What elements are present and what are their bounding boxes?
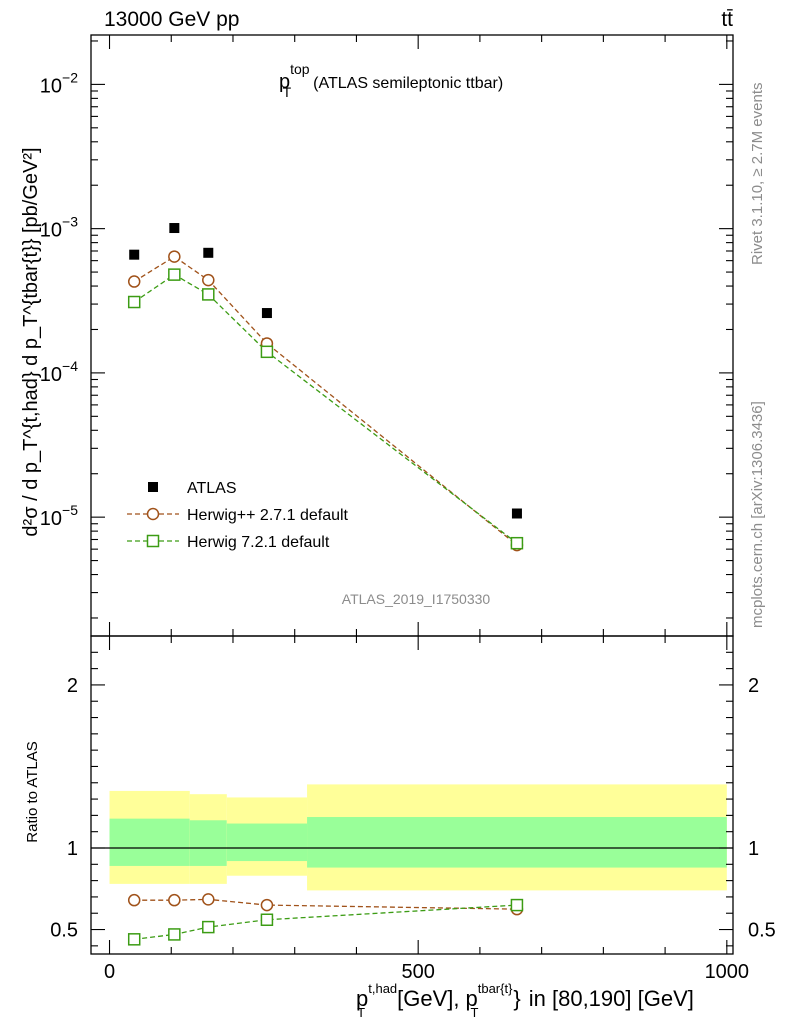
main-point-herwig-2-7-1-default-0 — [127, 275, 141, 288]
title-rest: (ATLAS semileptonic ttbar) — [313, 75, 503, 92]
ratio-uncertainty-bands — [109, 784, 727, 891]
ratio-line-herwig-2-7-1-default — [134, 898, 517, 910]
ratio-ytick-label-left-0: 0.5 — [50, 920, 78, 942]
ratio-ytick-label-right-2: 2 — [748, 675, 759, 697]
x-label-suffix: in [80,190] [GeV] — [529, 986, 694, 1011]
ratio-ytick-label-right-0: 0.5 — [748, 920, 776, 942]
main-point-herwig-7-2-1-default-1 — [168, 268, 181, 281]
x-label-p1: p — [356, 986, 368, 1011]
ratio-point-herwig-7-2-1-default-0 — [127, 933, 141, 946]
main-series-markers — [127, 223, 524, 552]
ratio-point-herwig-2-7-1-default-0 — [127, 893, 141, 907]
ratio-ytick-label-left-1: 1 — [67, 838, 78, 860]
energy-label: 13000 GeV pp — [104, 8, 239, 31]
x-label-p2-brace: } — [513, 986, 520, 1011]
legend-label-atlas: ATLAS — [187, 480, 237, 497]
main-point-atlas-3 — [261, 308, 272, 319]
xtick-label-2: 1000 — [705, 961, 750, 983]
x-label-p1-sup: t,had — [368, 981, 397, 996]
legend-label-herwig-7-2-1-default: Herwig 7.2.1 default — [187, 534, 330, 551]
ratio-point-herwig-7-2-1-default-1 — [168, 928, 181, 941]
x-label-p2-sub: T — [470, 1005, 478, 1020]
main-line-herwig-2-7-1-default — [133, 255, 518, 546]
ratio-y-axis-label: Ratio to ATLAS — [24, 741, 41, 842]
band-inner-2 — [226, 823, 308, 862]
main-ytick-label-0: 10−5 — [40, 502, 78, 530]
ratio-point-herwig-7-2-1-default-3 — [260, 913, 274, 927]
main-point-atlas-0 — [129, 249, 140, 260]
main-point-herwig-7-2-1-default-2 — [202, 288, 215, 301]
main-ytick-label-3: 10−2 — [40, 69, 78, 97]
main-y-label-text: d²σ / d p_T^{t,had} d p_T^{tbar{t}} [pb/… — [20, 147, 42, 536]
mcplots-label: mcplots.cern.ch [arXiv:1306.3436] — [749, 401, 766, 628]
title-subscript: T — [283, 84, 292, 100]
title-superscript: top — [290, 61, 310, 77]
x-axis-label: pt,had T[GeV], ptbar{t} T} in [80,190] [GeV] — [356, 981, 694, 1020]
main-y-axis-label: d²σ / d p_T^{t,had} d p_T^{tbar{t}} [pb/… — [20, 147, 42, 536]
main-ytick-label-2: 10−3 — [40, 214, 78, 242]
ratio-point-herwig-2-7-1-default-2 — [202, 893, 215, 906]
main-point-atlas-4 — [511, 508, 522, 519]
main-point-atlas-1 — [169, 223, 180, 234]
main-point-herwig-2-7-1-default-2 — [202, 273, 215, 287]
main-point-herwig-7-2-1-default-4 — [510, 536, 524, 550]
main-title: ptop T (ATLAS semileptonic ttbar) — [279, 61, 503, 100]
ratio-point-herwig-7-2-1-default-2 — [202, 920, 215, 934]
ratio-ytick-label-left-2: 2 — [67, 675, 78, 697]
legend-marker-herwig-2-7-1-default — [146, 507, 160, 521]
band-inner-3 — [307, 817, 727, 868]
ratio-series-markers — [127, 893, 524, 946]
main-ytick-label-1: 10−4 — [40, 358, 78, 386]
ratio-point-herwig-2-7-1-default-1 — [168, 893, 181, 907]
main-point-herwig-7-2-1-default-3 — [260, 345, 274, 359]
legend-marker-herwig-7-2-1-default — [146, 534, 160, 548]
legend-marker-atlas — [148, 482, 158, 492]
band-inner-1 — [189, 820, 227, 866]
main-point-herwig-7-2-1-default-0 — [127, 295, 141, 309]
x-label-p2: p — [465, 986, 477, 1011]
rivet-version-label: Rivet 3.1.10, ≥ 2.7M events — [749, 83, 766, 266]
x-label-units: [GeV], — [397, 986, 459, 1011]
ratio-ytick-label-right-1: 1 — [748, 838, 759, 860]
main-line-herwig-7-2-1-default — [133, 273, 518, 544]
legend: ATLAS Herwig++ 2.7.1 default Herwig 7.2.1 … — [127, 480, 349, 551]
ratio-point-herwig-2-7-1-default-3 — [260, 898, 274, 912]
x-label-p1-sub: T — [357, 1005, 365, 1020]
ratio-series-lines — [134, 898, 517, 940]
ratio-point-herwig-7-2-1-default-4 — [510, 898, 524, 912]
ratio-line-herwig-7-2-1-default — [134, 904, 517, 940]
main-series-lines — [133, 255, 518, 546]
ratio-panel-frame — [90, 635, 734, 955]
axes: 10−5 10−4 10−3 10−2 0 500 1000 0.5 0.5 1 1 2 2 — [40, 35, 776, 983]
analysis-watermark: ATLAS_2019_I1750330 — [342, 591, 491, 607]
main-point-atlas-2 — [203, 247, 214, 258]
x-label-p2-sup: tbar{t} — [478, 981, 513, 996]
xtick-label-0: 0 — [104, 961, 115, 983]
xtick-label-1: 500 — [401, 961, 434, 983]
title-p: p — [279, 71, 290, 93]
main-point-herwig-2-7-1-default-1 — [168, 250, 181, 263]
band-inner-0 — [109, 818, 190, 866]
legend-label-herwig-2-7-1-default: Herwig++ 2.7.1 default — [187, 507, 349, 524]
process-label: tt̄ — [721, 8, 733, 31]
